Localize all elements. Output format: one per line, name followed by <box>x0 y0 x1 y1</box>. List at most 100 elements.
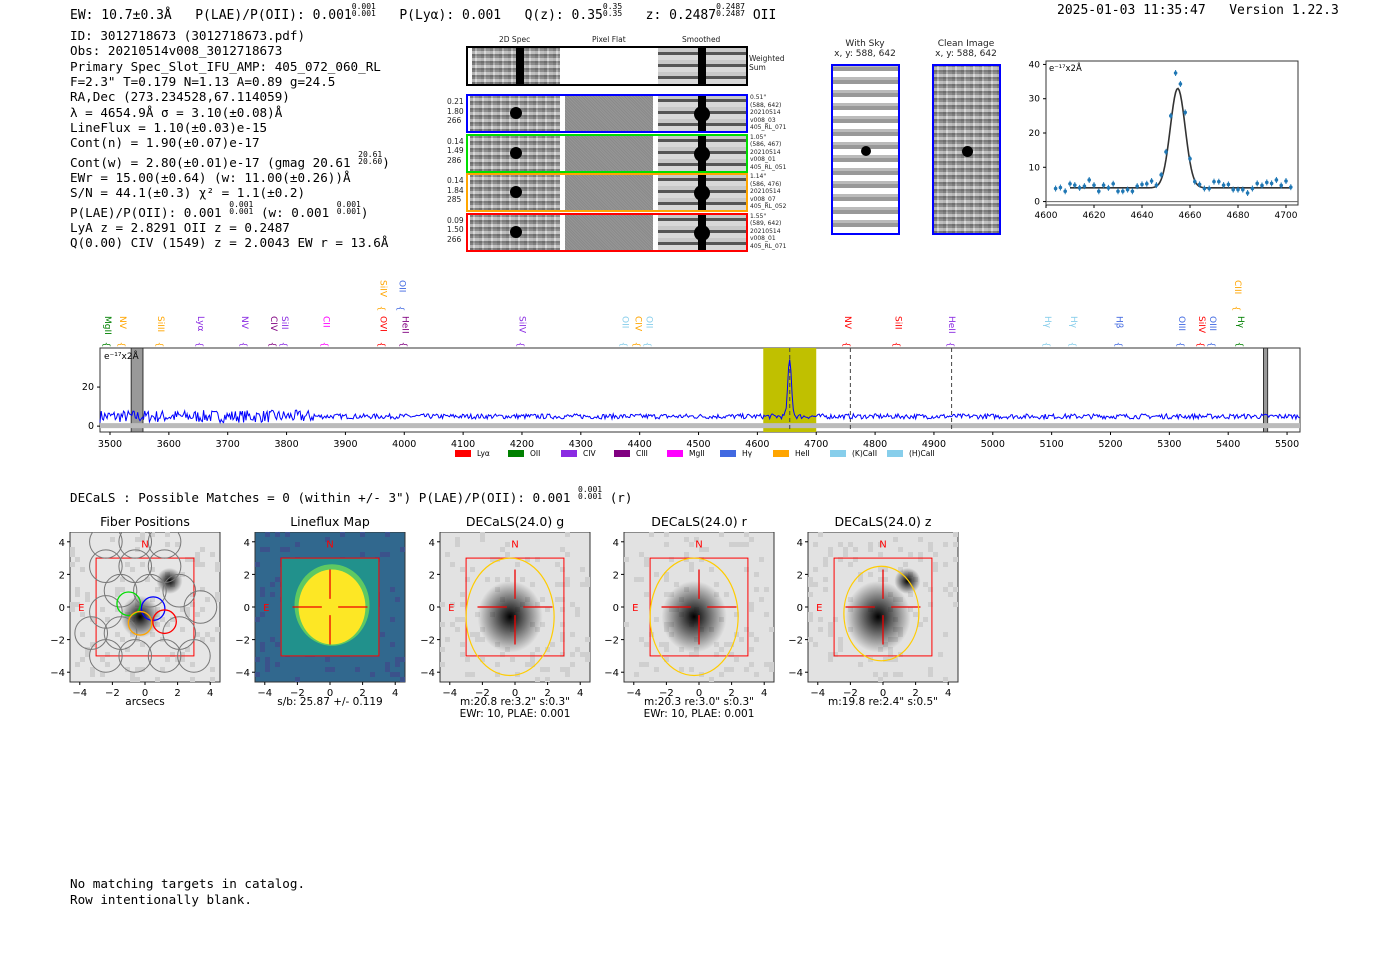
pixel-noise <box>140 667 145 672</box>
pixel-noise <box>575 647 580 652</box>
fiber-info-line: v008_01 <box>750 156 776 164</box>
pixel-noise <box>923 617 928 622</box>
pixel-noise <box>265 667 270 672</box>
data-point <box>1077 186 1082 190</box>
fiber-stat: 1.84 <box>447 185 464 195</box>
pixel-noise <box>505 577 510 582</box>
decals-end: (r) <box>609 490 633 505</box>
pixel-noise <box>270 582 275 587</box>
fiber-stat: 1.50 <box>447 225 464 234</box>
pixel-noise <box>953 587 958 592</box>
x-tick-label: 2 <box>359 688 365 699</box>
data-point <box>1097 189 1101 194</box>
pixel-noise <box>828 627 833 632</box>
pixel-noise <box>385 662 390 667</box>
compass-east: E <box>816 603 822 614</box>
legend-label: OII <box>530 449 541 458</box>
pixel-noise <box>440 662 445 667</box>
clean-label: Clean Image <box>937 39 995 49</box>
plae-lo: 0.001 <box>351 9 376 18</box>
pixel-noise <box>90 617 95 622</box>
pixel-noise <box>150 532 155 537</box>
data-point <box>1193 179 1197 184</box>
pixel-noise <box>933 552 938 557</box>
pixel-noise <box>195 552 200 557</box>
fiber-circle <box>177 639 211 673</box>
fiber-info-line: 405_RL_071 <box>750 242 787 250</box>
x-tick-label: 4600 <box>745 439 769 450</box>
pixel-noise <box>135 677 140 682</box>
compass-east: E <box>448 603 454 614</box>
pixel-noise <box>455 627 460 632</box>
pixel-noise <box>699 547 704 552</box>
fiber-row <box>466 133 748 173</box>
pixel-noise <box>868 547 873 552</box>
pixel-noise <box>893 657 898 662</box>
pixel-noise <box>704 547 709 552</box>
pixel-noise <box>948 592 953 597</box>
source-blob <box>962 146 973 157</box>
info-params: F=2.3" T=0.179 N=1.13 A=0.89 g=24.5 <box>70 74 336 90</box>
legend-swatch <box>561 450 577 457</box>
data-point <box>1082 184 1087 188</box>
pixel-noise <box>280 547 285 552</box>
pixel-noise <box>943 542 948 547</box>
x-tick-label: 5000 <box>981 439 1005 450</box>
galaxy-ellipse <box>843 565 920 662</box>
pixel-noise <box>100 657 105 662</box>
y-tick-label: 2 <box>613 570 619 581</box>
pixel-noise <box>744 627 749 632</box>
data-point <box>1202 186 1207 191</box>
pixel-noise <box>455 542 460 547</box>
pixel-noise <box>709 677 714 682</box>
clean-xy: x, y: 588, 642 <box>935 49 997 59</box>
fiber-circle <box>103 573 138 608</box>
line-id-label: Hβ <box>1113 316 1124 329</box>
legend-swatch <box>830 450 846 457</box>
x-tick-label: 0 <box>880 688 886 699</box>
pixel-noise <box>565 552 570 557</box>
pixel-noise <box>585 657 590 662</box>
legend-swatch <box>455 450 471 457</box>
weighted-sum-label: Weighted Sum <box>749 54 785 72</box>
pixel-noise <box>744 567 749 572</box>
pixel-noise <box>105 662 110 667</box>
pixel-noise <box>918 552 923 557</box>
x-tick-label: 4300 <box>569 439 593 450</box>
x-tick-label: 3900 <box>333 439 357 450</box>
pixel-noise <box>719 532 724 537</box>
pixel-noise <box>878 677 883 682</box>
info-lyaz: LyA z = 2.8291 OII z = 0.2487 <box>70 220 290 236</box>
y-tick-label: 0 <box>244 603 250 614</box>
fiber-pixelflat <box>565 96 653 131</box>
header-right: 2025-01-03 11:35:47 Version 1.22.3 <box>1057 3 1339 18</box>
header-summary: EW: 10.7±0.3Å P(LAE)/P(OII): 0.0010.001 0… <box>70 3 776 24</box>
pixel-noise <box>828 657 833 662</box>
pixel-noise <box>105 652 110 657</box>
pixel-noise <box>530 662 535 667</box>
y-tick-label: 4 <box>244 538 250 549</box>
pixel-noise <box>883 657 888 662</box>
pixel-noise <box>265 662 270 667</box>
compass-north: N <box>511 539 518 550</box>
timestamp: 2025-01-03 11:35:47 <box>1057 3 1206 18</box>
fiber-circle <box>118 532 153 559</box>
pixel-noise <box>853 547 858 552</box>
pixel-noise <box>270 592 275 597</box>
fiber-2dspec <box>470 214 560 250</box>
fiber-info-line: 1.05" <box>750 133 767 141</box>
pixel-noise <box>395 672 400 677</box>
emission-trace <box>516 48 524 84</box>
legend-item: Hγ <box>720 449 752 458</box>
fiber-row-info: 1.05" (586, 467) 20210514 v008_01 405_RL_051 <box>750 134 786 172</box>
data-point <box>1279 183 1283 188</box>
fiber-stat: 1.49 <box>447 146 464 155</box>
footer-line-2: Row intentionally blank. <box>70 891 252 907</box>
fiber-circle <box>147 532 182 559</box>
fiber-stat: 285 <box>447 195 462 204</box>
line-id-label: SiIV <box>377 280 388 298</box>
pixel-noise <box>400 547 405 552</box>
pixel-noise <box>200 587 205 592</box>
pixel-noise <box>808 577 813 582</box>
pixel-noise <box>190 557 195 562</box>
